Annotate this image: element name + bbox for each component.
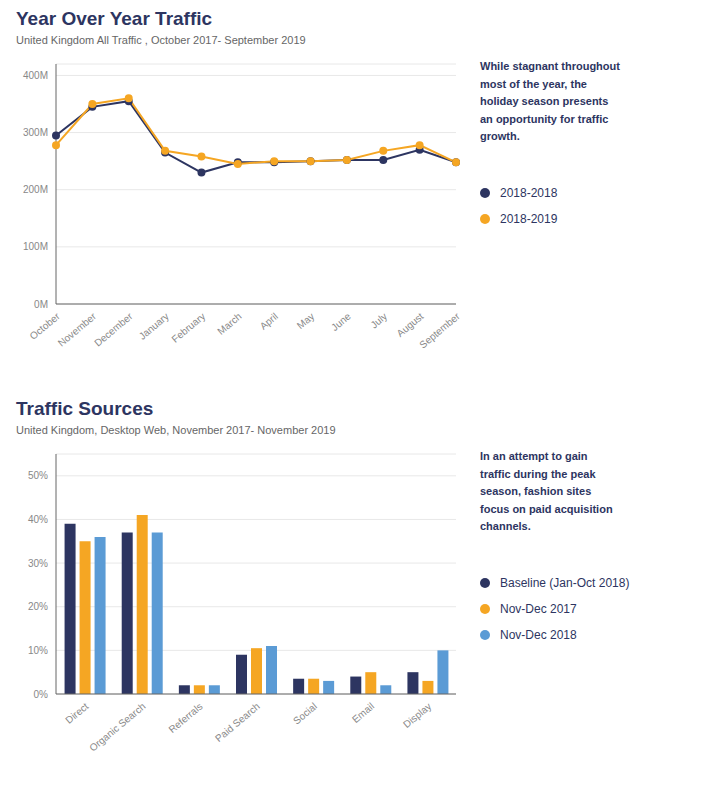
html-text:Baseline (Jan-Oct 2018): Baseline (Jan-Oct 2018)	[500, 576, 630, 590]
html-text:Traffic Sources: Traffic Sources	[16, 398, 154, 419]
svg-text:Display: Display	[401, 701, 433, 731]
svg-text:Social: Social	[291, 701, 319, 727]
svg-text:Organic Search: Organic Search	[87, 701, 147, 754]
svg-text:November: November	[56, 310, 99, 349]
svg-text:April: April	[258, 311, 280, 332]
html-text:In an attempt to gain traffic: In an attempt to gain traffic during the…	[480, 450, 613, 533]
svg-text:February: February	[170, 311, 208, 345]
html-text:2018-2018: 2018-2018	[500, 186, 558, 200]
svg-text:January: January	[137, 311, 171, 342]
svg-text:October: October	[28, 310, 63, 342]
html-text:2018-2019: 2018-2019	[500, 212, 558, 226]
svg-text:400M: 400M	[23, 70, 48, 81]
svg-text:200M: 200M	[23, 184, 48, 195]
svg-text:August: August	[395, 310, 426, 339]
svg-text:20%: 20%	[28, 601, 48, 612]
html-text:Nov-Dec 2018: Nov-Dec 2018	[500, 628, 577, 642]
svg-text:30%: 30%	[28, 558, 48, 569]
svg-text:July: July	[368, 311, 389, 331]
svg-text:March: March	[215, 311, 243, 337]
html-text:While stagnant throughout most: While stagnant throughout most of the ye…	[480, 60, 620, 143]
svg-text:Paid Search: Paid Search	[213, 701, 262, 744]
svg-text:100M: 100M	[23, 241, 48, 252]
svg-text:40%: 40%	[28, 514, 48, 525]
svg-text:September: September	[417, 310, 462, 350]
svg-text:Referrals: Referrals	[167, 701, 205, 736]
svg-text:June: June	[329, 310, 353, 333]
svg-text:May: May	[295, 311, 317, 332]
svg-text:10%: 10%	[28, 645, 48, 656]
svg-text:0%: 0%	[34, 689, 49, 700]
html-text:Nov-Dec 2017: Nov-Dec 2017	[500, 602, 577, 616]
html-text:United Kingdom, Desktop Web, N: United Kingdom, Desktop Web, November 20…	[16, 424, 336, 436]
svg-text:Direct: Direct	[63, 700, 90, 725]
html-text:Year Over Year Traffic: Year Over Year Traffic	[16, 8, 213, 29]
svg-text:50%: 50%	[28, 470, 48, 481]
svg-text:December: December	[92, 310, 135, 349]
svg-text:0M: 0M	[34, 299, 48, 310]
html-text:United Kingdom All Traffic , O: United Kingdom All Traffic , October 201…	[16, 34, 306, 46]
svg-text:Email: Email	[350, 701, 376, 726]
svg-text:300M: 300M	[23, 127, 48, 138]
